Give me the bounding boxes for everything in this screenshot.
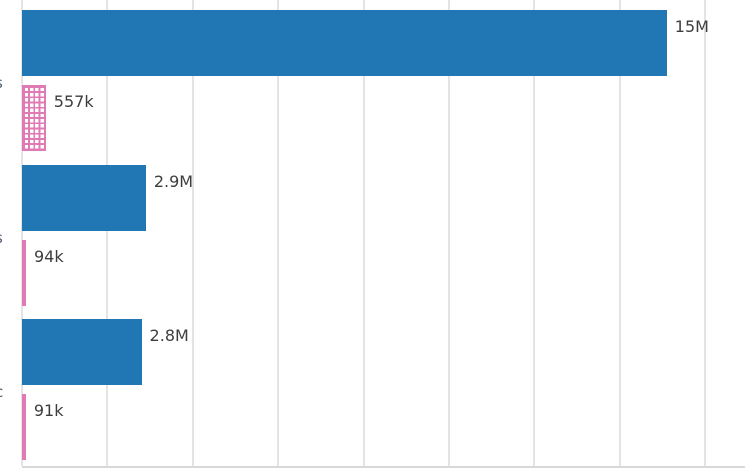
gridline xyxy=(618,0,621,466)
bar-solid-blue-1 xyxy=(22,164,146,231)
y-tick-label-fragment: c xyxy=(0,384,3,400)
bar-value-label: 91k xyxy=(33,401,64,420)
gridline xyxy=(533,0,536,466)
bar-crosshatch-pink-2 xyxy=(22,394,26,460)
gridline xyxy=(704,0,707,466)
bar-value-label: 15M xyxy=(674,17,709,36)
bar-crosshatch-pink-1 xyxy=(22,239,26,306)
gridline xyxy=(21,0,23,466)
bar-solid-blue-2 xyxy=(22,319,142,385)
bar-value-label: 94k xyxy=(34,246,64,266)
gridline xyxy=(106,0,109,466)
bar-value-label: 2.8M xyxy=(149,326,189,345)
x-axis-line xyxy=(22,466,745,468)
bar-crosshatch-pink-0 xyxy=(22,85,46,151)
bar-solid-blue-0 xyxy=(22,10,667,76)
gridline xyxy=(277,0,280,466)
bar-value-label: 557k xyxy=(53,92,94,111)
y-tick-label-fragment: s xyxy=(0,230,3,246)
gridline xyxy=(191,0,194,466)
gridline xyxy=(362,0,365,466)
y-tick-label-fragment: s xyxy=(0,75,3,91)
gridline xyxy=(448,0,450,466)
bar-value-label: 2.9M xyxy=(153,171,194,191)
